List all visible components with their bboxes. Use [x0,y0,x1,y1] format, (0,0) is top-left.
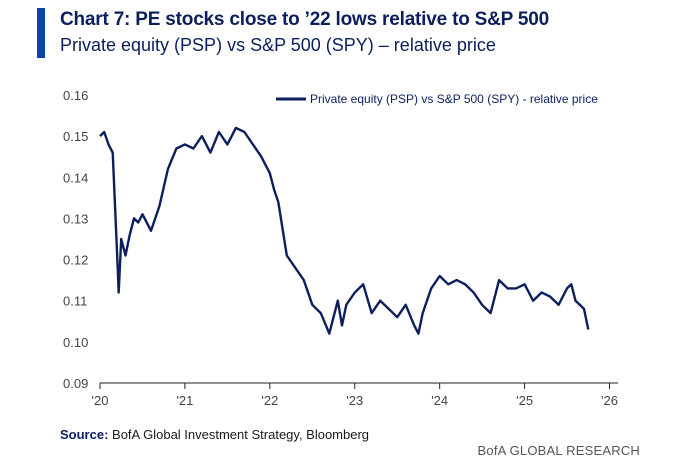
source-text: BofA Global Investment Strategy, Bloombe… [112,427,370,442]
source-label: Source: [60,427,109,442]
y-tick-label: 0.16 [63,88,88,103]
y-tick-label: 0.11 [63,294,87,309]
x-tick-label: '23 [346,393,363,408]
chart-title: Chart 7: PE stocks close to ’22 lows rel… [60,9,549,30]
chart-subtitle: Private equity (PSP) vs S&P 500 (SPY) – … [60,35,496,55]
legend-label: Private equity (PSP) vs S&P 500 (SPY) - … [310,92,598,106]
y-tick-label: 0.09 [63,376,88,391]
x-axis: '20 '21 '22 '23 '24 '25 '26 [92,382,618,408]
y-tick-label: 0.12 [63,253,88,268]
y-tick-label: 0.10 [63,335,88,350]
title-accent-bar [37,8,45,58]
chart-legend: Private equity (PSP) vs S&P 500 (SPY) - … [276,92,598,106]
x-tick-label: '21 [176,393,193,408]
brand-label: BofA GLOBAL RESEARCH [477,443,640,458]
chart-series [99,126,590,335]
x-tick-label: '24 [431,393,448,408]
x-tick-label: '25 [516,393,533,408]
y-tick-label: 0.15 [63,129,88,144]
chart-source: Source: BofA Global Investment Strategy,… [60,427,369,442]
x-tick-label: '20 [92,393,109,408]
y-axis-ticks: 0.09 0.10 0.11 0.12 0.13 0.14 0.15 0.16 [63,88,88,391]
y-tick-label: 0.14 [63,170,88,185]
x-tick-label: '22 [261,393,278,408]
y-tick-label: 0.13 [63,211,88,226]
x-tick-label: '26 [601,393,618,408]
series-line [99,126,590,335]
